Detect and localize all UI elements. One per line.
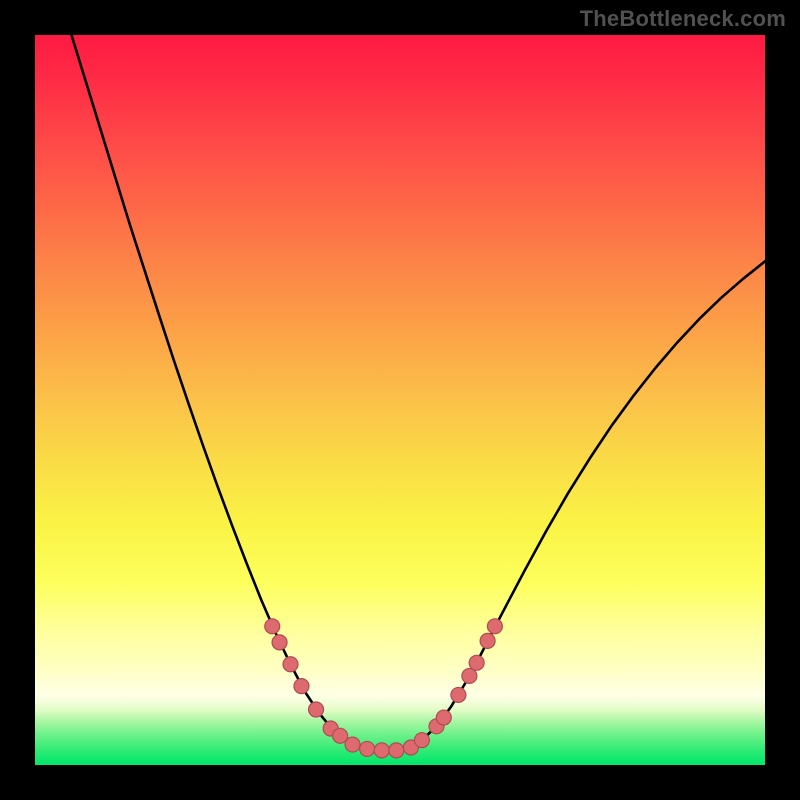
curve-marker: [294, 679, 309, 694]
curve-marker: [462, 668, 477, 683]
gradient-background: [35, 35, 765, 765]
curve-marker: [360, 741, 375, 756]
curve-marker: [272, 635, 287, 650]
curve-marker: [451, 687, 466, 702]
chart-frame: TheBottleneck.com: [0, 0, 800, 800]
curve-marker: [436, 710, 451, 725]
curve-marker: [283, 657, 298, 672]
curve-marker: [374, 743, 389, 758]
curve-marker: [414, 733, 429, 748]
plot-area: [35, 35, 765, 765]
curve-marker: [469, 655, 484, 670]
chart-svg: [35, 35, 765, 765]
curve-marker: [265, 619, 280, 634]
curve-marker: [309, 702, 324, 717]
curve-marker: [345, 737, 360, 752]
curve-marker: [389, 743, 404, 758]
watermark-text: TheBottleneck.com: [580, 6, 786, 32]
curve-marker: [487, 619, 502, 634]
curve-marker: [480, 633, 495, 648]
